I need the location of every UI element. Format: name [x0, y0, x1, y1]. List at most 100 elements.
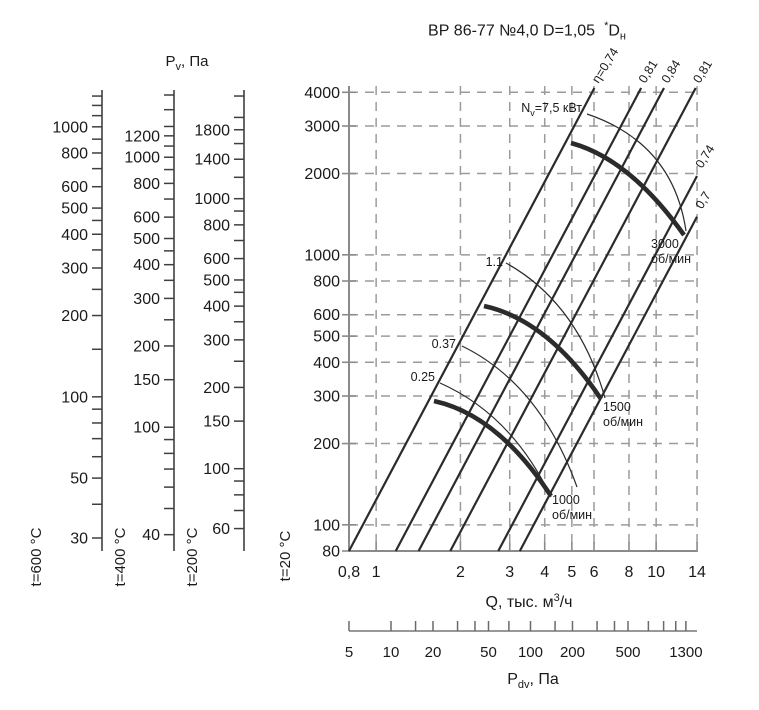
pressure-scale-label: 600 — [203, 251, 230, 268]
y-axis-tick-label: 600 — [313, 307, 340, 324]
chart-title: ВР 86-77 №4,0 D=1,05 *Dн — [349, 20, 705, 43]
rpm-curve-3000 — [570, 140, 686, 237]
rpm-label-units: об/мин — [651, 252, 691, 266]
pressure-scale-label: 100 — [133, 420, 160, 437]
y-axis-tick-label: 800 — [313, 274, 340, 291]
y-axis-tick-label: 1000 — [304, 247, 340, 264]
pressure-scale-label: 300 — [61, 260, 88, 277]
pressure-scale-label: 500 — [133, 231, 160, 248]
x-axis-tick-label: 10 — [647, 564, 665, 581]
rpm-curve-1500 — [483, 303, 603, 401]
x-axis-title: Q, тыс. м3/ч — [486, 592, 573, 611]
x-axis-tick-label: 8 — [625, 564, 634, 581]
pressure-scale-label: 800 — [203, 217, 230, 234]
temperature-label: t=400 °C — [112, 527, 129, 586]
pressure-scale-label: 100 — [203, 461, 230, 478]
x-axis-tick-label: 3 — [505, 564, 514, 581]
pdv-tick-label: 20 — [425, 644, 442, 661]
rpm-label: 3000 — [651, 237, 679, 251]
pressure-scale-label: 1400 — [194, 152, 230, 169]
pressure-scale-label: 400 — [133, 257, 160, 274]
pressure-scale-label: 300 — [203, 332, 230, 349]
efficiency-line-0,81 — [449, 87, 697, 552]
temperature-label: t=600 °C — [28, 527, 45, 586]
rpm-curve-1000 — [433, 398, 553, 498]
pressure-scale-label: 800 — [133, 176, 160, 193]
power-label: Nv=7,5 кВт — [521, 101, 582, 118]
y-axis-tick-label: 300 — [313, 389, 340, 406]
pressure-scale-label: 600 — [133, 210, 160, 227]
chart-title-main: ВР 86-77 №4,0 D=1,05 — [428, 22, 596, 40]
x-axis-tick-label: 5 — [567, 564, 576, 581]
pressure-scale-label: 500 — [203, 272, 230, 289]
chart-title-star: * — [604, 20, 609, 32]
pressure-scale-label: 800 — [61, 145, 88, 162]
pdv-tick-label: 10 — [383, 644, 400, 661]
rpm-label: 1500 — [603, 400, 631, 414]
y-axis-tick-label: 80 — [322, 544, 340, 561]
pv-scale-title: Pv, Па — [166, 53, 210, 73]
y-axis-tick-label: 400 — [313, 355, 340, 372]
pdv-tick-label: 500 — [615, 644, 640, 661]
pressure-scale-label: 600 — [61, 179, 88, 196]
pressure-scale-label: 200 — [203, 380, 230, 397]
pressure-scale-label: 1000 — [194, 191, 230, 208]
pdv-tick-label: 5 — [345, 644, 353, 661]
efficiency-label: η=0,74 — [589, 45, 621, 85]
y-axis-tick-label: 2000 — [304, 166, 340, 183]
temperature-label-main: t=20 °C — [277, 531, 294, 582]
pressure-scale-label: 200 — [61, 308, 88, 325]
pressure-scale-label: 1200 — [124, 128, 160, 145]
rpm-label-units: об/мин — [603, 415, 643, 429]
pressure-scale-label: 150 — [133, 372, 160, 389]
x-axis-tick-label: 6 — [590, 564, 599, 581]
y-axis-tick-label: 3000 — [304, 119, 340, 136]
efficiency-line-0,74 — [497, 175, 698, 552]
efficiency-label: 0,84 — [659, 57, 684, 85]
pressure-scale-label: 300 — [133, 291, 160, 308]
power-label: 0.37 — [432, 337, 456, 351]
y-axis-tick-label: 500 — [313, 329, 340, 346]
x-axis-tick-label: 0,8 — [338, 564, 360, 581]
pdv-tick-label: 100 — [518, 644, 543, 661]
y-axis-tick-label: 100 — [313, 517, 340, 534]
efficiency-label: 0,81 — [690, 57, 715, 85]
chart-title-d: D — [608, 22, 620, 40]
pressure-scale-label: 400 — [203, 299, 230, 316]
temperature-label: t=200 °C — [184, 527, 201, 586]
pressure-scale-label: 1800 — [194, 122, 230, 139]
y-axis-tick-label: 4000 — [304, 85, 340, 102]
pressure-scale-label: 1000 — [52, 119, 88, 136]
y-axis-tick-label: 200 — [313, 436, 340, 453]
x-axis-tick-label: 14 — [688, 564, 706, 581]
pdv-tick-label: 200 — [560, 644, 585, 661]
pressure-scale-label: 30 — [70, 530, 88, 547]
chart-title-subscript: н — [619, 30, 626, 43]
pressure-scale-label: 200 — [133, 338, 160, 355]
pressure-scale-label: 150 — [203, 414, 230, 431]
efficiency-label: 0,74 — [693, 143, 718, 171]
power-curve — [505, 262, 606, 399]
power-label: 1.1 — [486, 255, 503, 269]
pdv-axis-title: Pdv, Па — [507, 671, 559, 691]
pressure-scale-label: 500 — [61, 201, 88, 218]
efficiency-label: 0,81 — [636, 57, 661, 85]
power-curve — [461, 345, 578, 488]
x-axis-tick-label: 4 — [540, 564, 549, 581]
pdv-tick-label: 1300 — [669, 644, 702, 661]
x-axis-tick-label: 2 — [456, 564, 465, 581]
pressure-scale-label: 50 — [70, 471, 88, 488]
power-label: 0.25 — [411, 370, 435, 384]
rpm-label-units: об/мин — [552, 508, 592, 522]
pressure-scale-label: 60 — [212, 521, 230, 538]
pressure-scale-label: 1000 — [124, 150, 160, 167]
efficiency-line-η=0,74 — [348, 87, 596, 552]
pdv-tick-label: 50 — [480, 644, 497, 661]
pressure-scale-label: 40 — [142, 527, 160, 544]
efficiency-label: 0,7 — [693, 189, 714, 211]
pressure-scale-label: 400 — [61, 227, 88, 244]
power-curve — [586, 113, 687, 232]
efficiency-line-0,84 — [417, 87, 665, 552]
